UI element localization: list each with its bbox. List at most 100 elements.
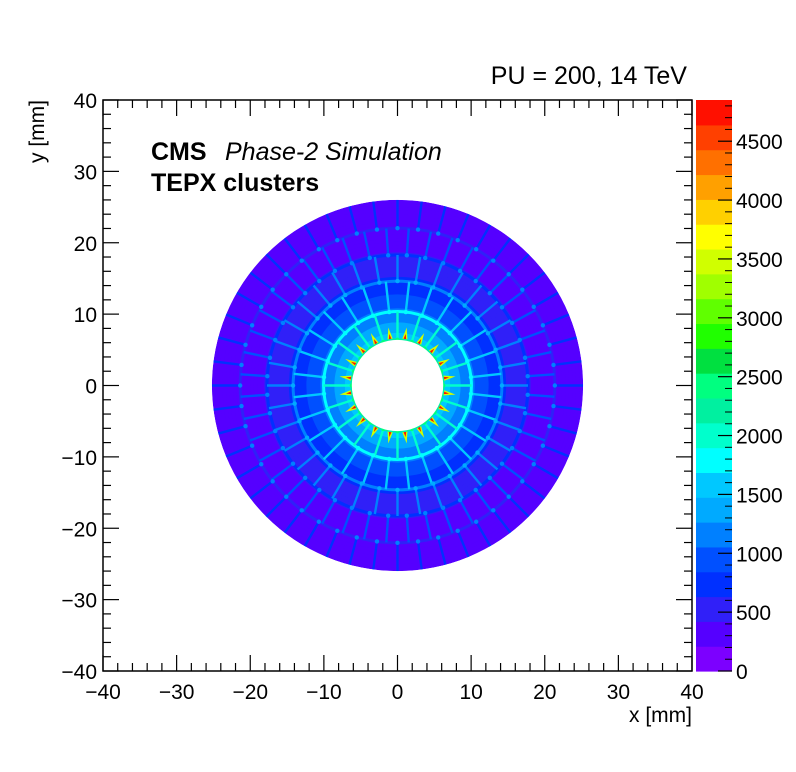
seam-hotspot bbox=[249, 323, 255, 328]
seam-hotspot bbox=[434, 445, 440, 451]
module-seam bbox=[475, 224, 492, 250]
y-tick-labels: −40 −30 −20 −10 0 10 20 30 40 bbox=[61, 90, 97, 684]
colorbar-tick-labels: 0 500 1000 1500 2000 2500 3000 3500 4000 4500 bbox=[736, 131, 783, 684]
module-seam bbox=[331, 475, 347, 500]
seam-hotspot bbox=[284, 494, 289, 499]
module-seam bbox=[308, 423, 336, 443]
module-seam bbox=[331, 271, 347, 296]
inner-hotspot-outer bbox=[416, 333, 425, 345]
module-seam bbox=[341, 237, 354, 264]
colorbar-tick-label: 2500 bbox=[736, 367, 783, 390]
colorbar-swatch bbox=[696, 323, 732, 349]
module-seam bbox=[420, 286, 434, 317]
module-seam bbox=[340, 447, 360, 475]
y-tick-label: −10 bbox=[61, 447, 97, 470]
seam-hotspot bbox=[404, 253, 410, 258]
seam-hotspot bbox=[358, 410, 363, 415]
seam-hotspot bbox=[485, 331, 491, 336]
module-seam bbox=[476, 451, 499, 471]
colorbar-tick-label: 2000 bbox=[736, 426, 783, 449]
seam-hotspot bbox=[462, 303, 467, 308]
seam-hotspot bbox=[303, 291, 308, 296]
y-tick-label: 20 bbox=[74, 233, 97, 256]
module-seam bbox=[533, 463, 559, 480]
module-seam bbox=[459, 423, 487, 443]
seam-hotspot bbox=[422, 420, 427, 425]
seam-hotspot bbox=[522, 355, 528, 360]
seam-hotspot bbox=[351, 397, 357, 402]
module-seam bbox=[353, 324, 372, 350]
inner-hotspot-outer bbox=[443, 375, 456, 381]
seam-hotspot bbox=[431, 285, 436, 290]
seam-hotspot bbox=[491, 508, 496, 513]
module-seam bbox=[302, 258, 321, 282]
module-seam bbox=[249, 429, 276, 442]
module-seam bbox=[492, 509, 512, 534]
seam-hotspot bbox=[447, 331, 452, 336]
seam-hotspot bbox=[349, 261, 355, 266]
module-seam bbox=[433, 341, 459, 360]
seam-hotspot bbox=[395, 225, 400, 231]
seam-hotspot bbox=[343, 473, 348, 479]
seam-hotspot bbox=[493, 347, 498, 352]
seam-hotspot bbox=[290, 461, 296, 466]
seam-hotspot bbox=[381, 339, 386, 345]
seam-hotspot bbox=[423, 255, 428, 261]
seam-hotspot bbox=[367, 510, 372, 516]
seam-hotspot bbox=[343, 435, 348, 440]
colorbar-swatch bbox=[696, 447, 732, 473]
seam-hotspot bbox=[419, 453, 425, 458]
seam-hotspot bbox=[343, 292, 348, 298]
seam-hotspot bbox=[506, 494, 511, 499]
seam-hotspot bbox=[409, 426, 414, 432]
module-seam bbox=[527, 393, 555, 398]
inner-hotspot-outer bbox=[438, 404, 450, 413]
module-seam bbox=[466, 408, 497, 422]
colorbar bbox=[696, 100, 732, 672]
module-seam bbox=[361, 454, 375, 485]
seam-hotspot bbox=[292, 365, 297, 370]
seam-hotspot bbox=[465, 407, 470, 413]
inner-hotspot-outer bbox=[387, 327, 393, 340]
colorbar-swatch bbox=[696, 224, 732, 250]
module-seam bbox=[336, 411, 362, 430]
seam-hotspot bbox=[349, 505, 355, 510]
module-seam bbox=[519, 329, 546, 342]
module-seam bbox=[423, 324, 442, 350]
module-seam bbox=[325, 530, 339, 558]
seam-hotspot bbox=[368, 420, 373, 425]
module-seam bbox=[521, 480, 546, 500]
chart-subtitle: TEPX clusters bbox=[151, 169, 319, 197]
y-axis-label: y [mm] bbox=[26, 100, 49, 163]
inner-hotspot-core bbox=[388, 431, 392, 438]
module-seam bbox=[384, 281, 391, 313]
seam-hotspot bbox=[415, 539, 421, 544]
module-seam bbox=[463, 464, 483, 487]
module-seam bbox=[373, 488, 381, 515]
colorbar-swatch bbox=[696, 174, 732, 200]
module-seam bbox=[553, 360, 582, 367]
module-seam bbox=[432, 483, 444, 509]
module-seam bbox=[322, 436, 347, 461]
module-seam bbox=[448, 271, 464, 296]
inner-hotspot-core bbox=[417, 338, 422, 345]
seam-hotspot bbox=[321, 391, 327, 396]
seam-hotspot bbox=[520, 479, 525, 484]
module-seam bbox=[524, 412, 552, 421]
module-seam bbox=[542, 444, 570, 458]
seam-hotspot bbox=[415, 227, 421, 232]
seam-hotspot bbox=[447, 435, 452, 440]
module-seam bbox=[274, 420, 300, 432]
seam-hotspot bbox=[343, 331, 348, 336]
seam-hotspot bbox=[270, 287, 275, 292]
module-seam bbox=[441, 237, 454, 264]
seam-hotspot bbox=[395, 487, 400, 493]
module-seam bbox=[240, 393, 268, 398]
seam-hotspot bbox=[351, 369, 357, 374]
seam-hotspot bbox=[431, 481, 436, 486]
module-seam bbox=[433, 411, 459, 430]
module-seam bbox=[416, 541, 423, 570]
module-seam bbox=[225, 313, 253, 327]
x-tick-label: 30 bbox=[607, 681, 630, 704]
seam-hotspot bbox=[259, 304, 264, 310]
